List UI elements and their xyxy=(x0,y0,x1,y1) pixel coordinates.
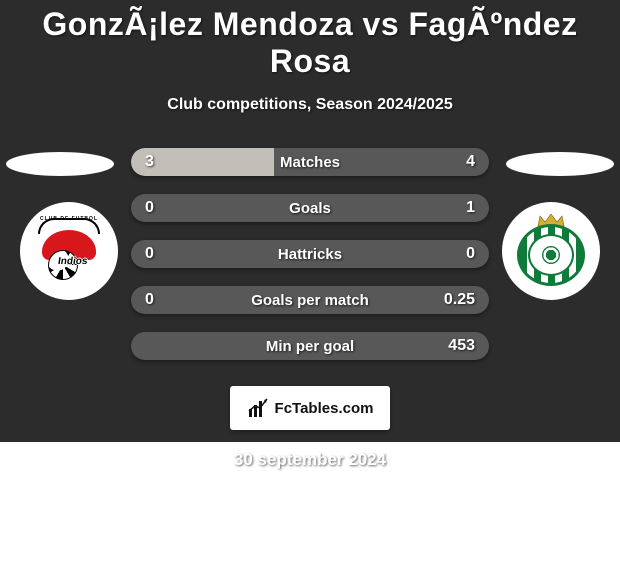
left-ellipse-decor xyxy=(6,152,114,176)
brand-text: FcTables.com xyxy=(275,400,374,417)
stat-label: Goals per match xyxy=(131,286,489,314)
page-subtitle: Club competitions, Season 2024/2025 xyxy=(0,96,620,114)
left-club-logo: CLUB DE FUTBOL Indios xyxy=(34,216,104,286)
page-title: GonzÃ¡lez Mendoza vs FagÃºndez Rosa xyxy=(0,0,620,80)
stat-label: Matches xyxy=(131,148,489,176)
comparison-card: GonzÃ¡lez Mendoza vs FagÃºndez Rosa Club… xyxy=(0,0,620,442)
chart-bars-icon xyxy=(247,397,269,419)
right-club-badge xyxy=(502,202,600,300)
right-club-logo xyxy=(512,212,590,290)
stat-label: Hattricks xyxy=(131,240,489,268)
stat-bars: 34Matches 01Goals 00Hattricks 00.25Goals pe… xyxy=(131,148,489,378)
stat-label: Min per goal xyxy=(131,332,489,360)
stat-bar: 01Goals xyxy=(131,194,489,222)
left-club-badge: CLUB DE FUTBOL Indios xyxy=(20,202,118,300)
stat-bar: 34Matches xyxy=(131,148,489,176)
brand-box[interactable]: FcTables.com xyxy=(230,386,390,430)
stat-label: Goals xyxy=(131,194,489,222)
date-label: 30 september 2024 xyxy=(0,450,620,470)
left-club-name: Indios xyxy=(57,256,88,267)
stat-bar: 00.25Goals per match xyxy=(131,286,489,314)
right-ellipse-decor xyxy=(506,152,614,176)
left-club-arc-text: CLUB DE FUTBOL xyxy=(34,216,104,222)
comparison-body: CLUB DE FUTBOL Indios 34Matches 01Goals 00… xyxy=(0,132,620,392)
stat-bar: 453Min per goal xyxy=(131,332,489,360)
stat-bar: 00Hattricks xyxy=(131,240,489,268)
